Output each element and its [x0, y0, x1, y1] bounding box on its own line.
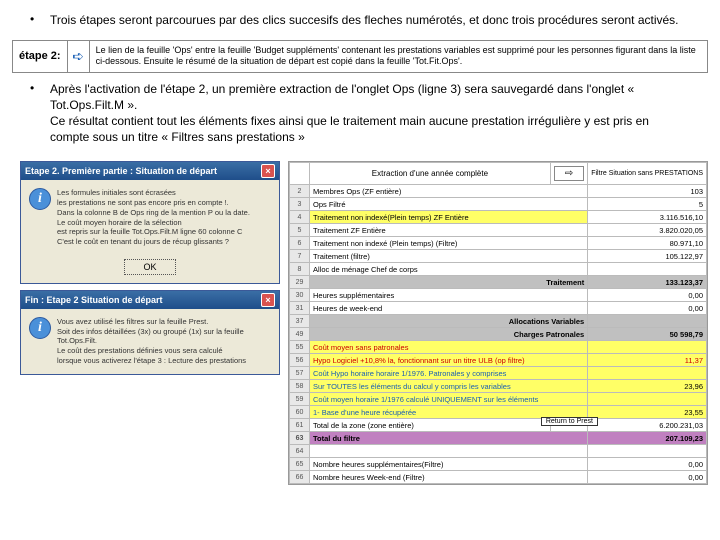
filter-title: Filtre Situation sans PRESTATIONS: [588, 163, 707, 185]
return-to-prest-button[interactable]: Return to Prest: [541, 417, 598, 426]
dialog1-message: Les formules initiales sont écrasées les…: [57, 188, 250, 247]
arrow-cell: ⇨: [550, 163, 587, 185]
dialog2-title: Fin : Etape 2 Situation de départ: [25, 295, 163, 305]
step-arrow-icon: ➪: [68, 41, 90, 72]
dialog-step2-part1: Etape 2. Première partie : Situation de …: [20, 161, 280, 284]
step-label: étape 2:: [13, 41, 68, 72]
bullet-marker: •: [30, 81, 50, 146]
bullet-text-1: Trois étapes seront parcourues par des c…: [50, 12, 679, 28]
step-description: Le lien de la feuille 'Ops' entre la feu…: [90, 41, 707, 72]
bullet-text-2: Après l'activation de l'étape 2, un prem…: [50, 81, 690, 146]
dialog1-title: Etape 2. Première partie : Situation de …: [25, 166, 217, 176]
dialog-step2-end: Fin : Etape 2 Situation de départ × i Vo…: [20, 290, 280, 375]
bullet-list: • Trois étapes seront parcourues par des…: [0, 0, 720, 38]
info-icon: i: [29, 188, 51, 210]
info-icon: i: [29, 317, 51, 339]
charges-title: Charges Patronales: [310, 328, 588, 341]
close-icon[interactable]: ×: [261, 164, 275, 178]
step-callout: étape 2: ➪ Le lien de la feuille 'Ops' e…: [12, 40, 708, 73]
spreadsheet-view: Extraction d'une année complète ⇨ Filtre…: [288, 161, 708, 485]
dialog2-message: Vous avez utilisé les filtres sur la feu…: [57, 317, 271, 366]
arrow-right-icon: ⇨: [554, 166, 584, 181]
bullet-marker: •: [30, 12, 50, 28]
row-number: [290, 163, 310, 185]
ok-button[interactable]: OK: [124, 259, 175, 275]
sheet-header-title: Extraction d'une année complète: [310, 163, 551, 185]
close-icon[interactable]: ×: [261, 293, 275, 307]
